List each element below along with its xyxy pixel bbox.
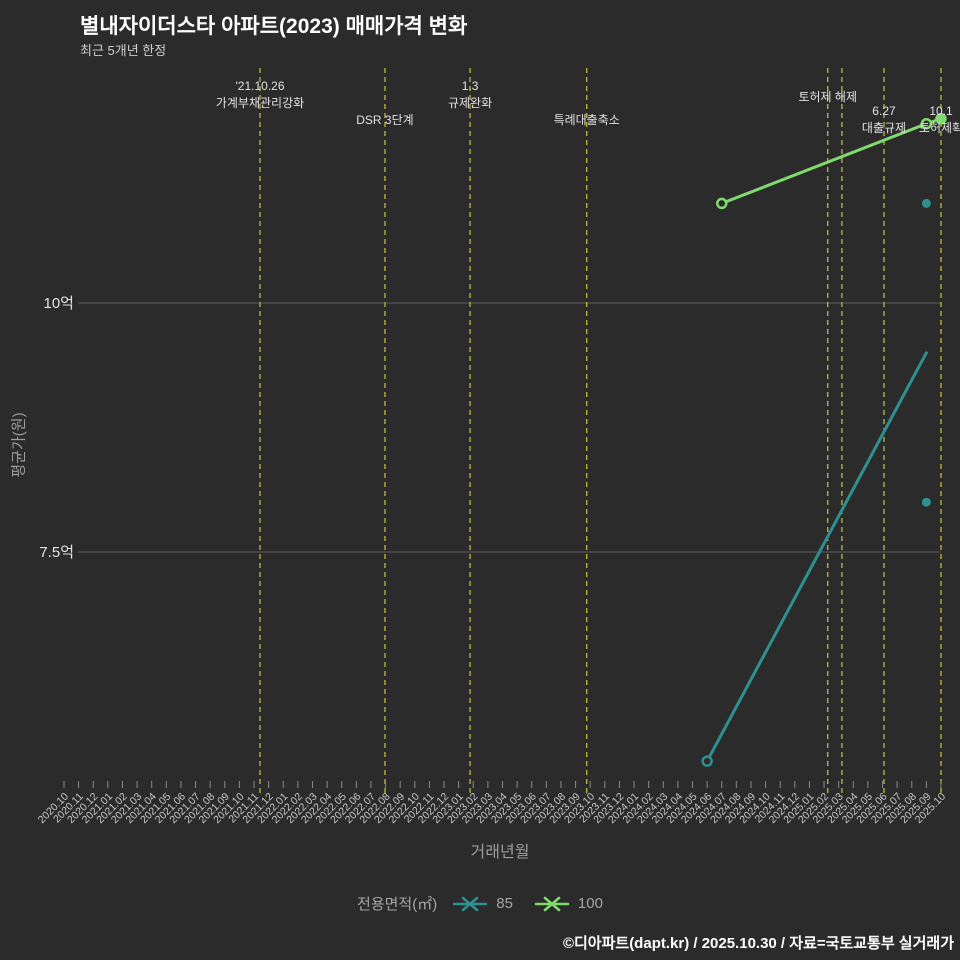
data-point-100[interactable] [920, 117, 933, 130]
data-point-100[interactable] [935, 112, 947, 125]
lone-point-85[interactable] [921, 497, 931, 507]
event-label: 토허제 해제 [798, 90, 857, 104]
page-subtitle: 최근 5개년 한정 [80, 43, 167, 58]
legend-item-85[interactable]: 85 [453, 895, 513, 912]
line-x-marker-icon [453, 896, 488, 911]
legend: 전용면적(㎡) 85 100 [0, 893, 960, 914]
y-tick-label: 7.5억 [39, 544, 74, 561]
data-point-100[interactable] [716, 197, 728, 210]
page-title: 별내자이더스타 아파트(2023) 매매가격 변화 [80, 15, 468, 38]
y-tick-label: 10억 [44, 295, 75, 312]
series-line-100[interactable] [720, 117, 943, 205]
line-x-marker-icon [534, 896, 569, 911]
x-axis-title: 거래년월 [470, 844, 530, 861]
event-label: 10.1 토허제확 [918, 104, 960, 135]
lone-point-85[interactable] [921, 198, 931, 208]
event-label: '21.10.26 가계부채관리강화 [215, 79, 305, 110]
event-label: 특례대출축소 [553, 113, 620, 127]
series-line-85[interactable] [705, 351, 928, 763]
legend-item-label: 85 [496, 895, 513, 912]
legend-title: 전용면적(㎡) [357, 896, 438, 913]
event-label: DSR 3단계 [356, 113, 414, 127]
data-point-85[interactable] [701, 755, 713, 767]
legend-item-100[interactable]: 100 [534, 895, 603, 912]
copyright-credit: ©디아파트(dapt.kr) / 2025.10.30 / 자료=국토교통부 실… [562, 935, 954, 952]
legend-item-label: 100 [577, 895, 603, 912]
event-label: 6.27 대출규제 [861, 104, 907, 135]
event-label: 1.3 규제완화 [447, 79, 493, 110]
y-axis-title: 평균가(원) [10, 412, 28, 478]
